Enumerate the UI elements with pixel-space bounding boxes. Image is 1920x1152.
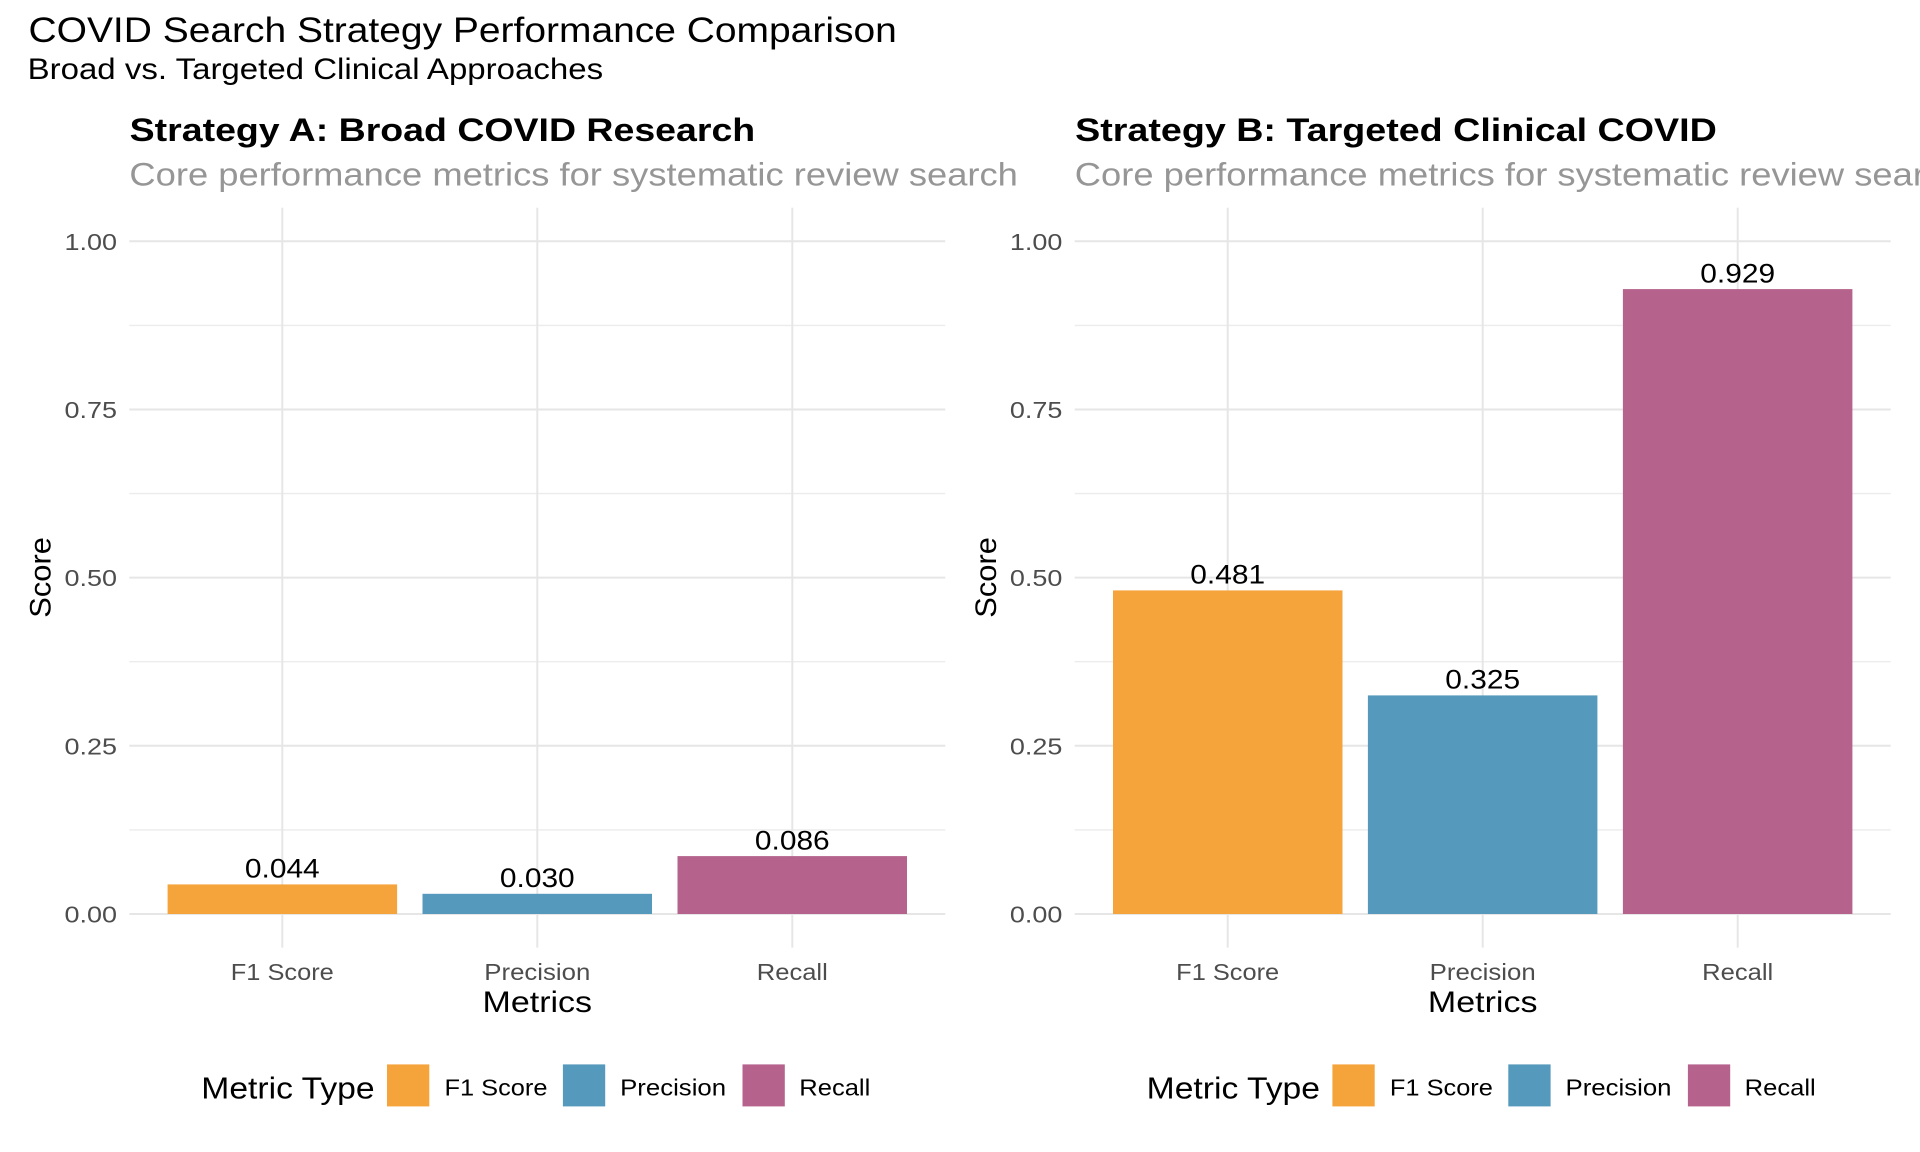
svg-text:Metric Type: Metric Type [201, 1070, 374, 1105]
svg-text:0.00: 0.00 [1010, 902, 1063, 928]
svg-text:0.75: 0.75 [1010, 397, 1063, 423]
svg-text:Precision: Precision [1430, 959, 1536, 985]
svg-text:0.50: 0.50 [65, 565, 118, 591]
svg-text:Metric Type: Metric Type [1147, 1070, 1320, 1105]
svg-text:0.00: 0.00 [65, 902, 118, 928]
svg-text:F1 Score: F1 Score [1176, 959, 1279, 985]
svg-text:Metrics: Metrics [1428, 986, 1538, 1019]
svg-text:Strategy B: Targeted Clinical: Strategy B: Targeted Clinical COVID [1075, 112, 1717, 148]
svg-text:COVID Search Strategy Performa: COVID Search Strategy Performance Compar… [29, 10, 897, 50]
svg-text:Precision: Precision [620, 1074, 726, 1100]
svg-text:Recall: Recall [1702, 959, 1773, 985]
svg-text:Core performance metrics for s: Core performance metrics for systematic … [1075, 157, 1920, 193]
svg-text:Broad vs. Targeted Clinical Ap: Broad vs. Targeted Clinical Approaches [28, 53, 604, 86]
svg-text:Score: Score [970, 537, 1003, 618]
svg-text:0.25: 0.25 [65, 733, 118, 759]
svg-text:Recall: Recall [1745, 1074, 1816, 1100]
svg-text:0.325: 0.325 [1445, 665, 1520, 695]
svg-text:0.75: 0.75 [65, 397, 118, 423]
svg-text:Recall: Recall [799, 1074, 870, 1100]
svg-text:0.030: 0.030 [500, 863, 575, 893]
svg-text:Strategy A: Broad COVID Resear: Strategy A: Broad COVID Research [130, 112, 755, 148]
svg-text:Precision: Precision [484, 959, 590, 985]
svg-text:F1 Score: F1 Score [231, 959, 334, 985]
svg-text:Recall: Recall [757, 959, 828, 985]
svg-text:0.086: 0.086 [755, 825, 830, 855]
svg-text:Score: Score [24, 537, 57, 618]
svg-text:0.044: 0.044 [245, 854, 320, 884]
svg-text:1.00: 1.00 [65, 229, 118, 255]
svg-text:0.481: 0.481 [1190, 560, 1265, 590]
svg-text:0.25: 0.25 [1010, 733, 1063, 759]
svg-text:0.929: 0.929 [1700, 258, 1775, 288]
svg-text:F1 Score: F1 Score [1390, 1074, 1493, 1100]
svg-text:Core performance metrics for s: Core performance metrics for systematic … [129, 157, 1018, 193]
svg-text:Precision: Precision [1566, 1074, 1672, 1100]
svg-text:F1 Score: F1 Score [445, 1074, 548, 1100]
svg-text:Metrics: Metrics [483, 986, 593, 1019]
svg-text:1.00: 1.00 [1010, 229, 1063, 255]
svg-text:0.50: 0.50 [1010, 565, 1063, 591]
